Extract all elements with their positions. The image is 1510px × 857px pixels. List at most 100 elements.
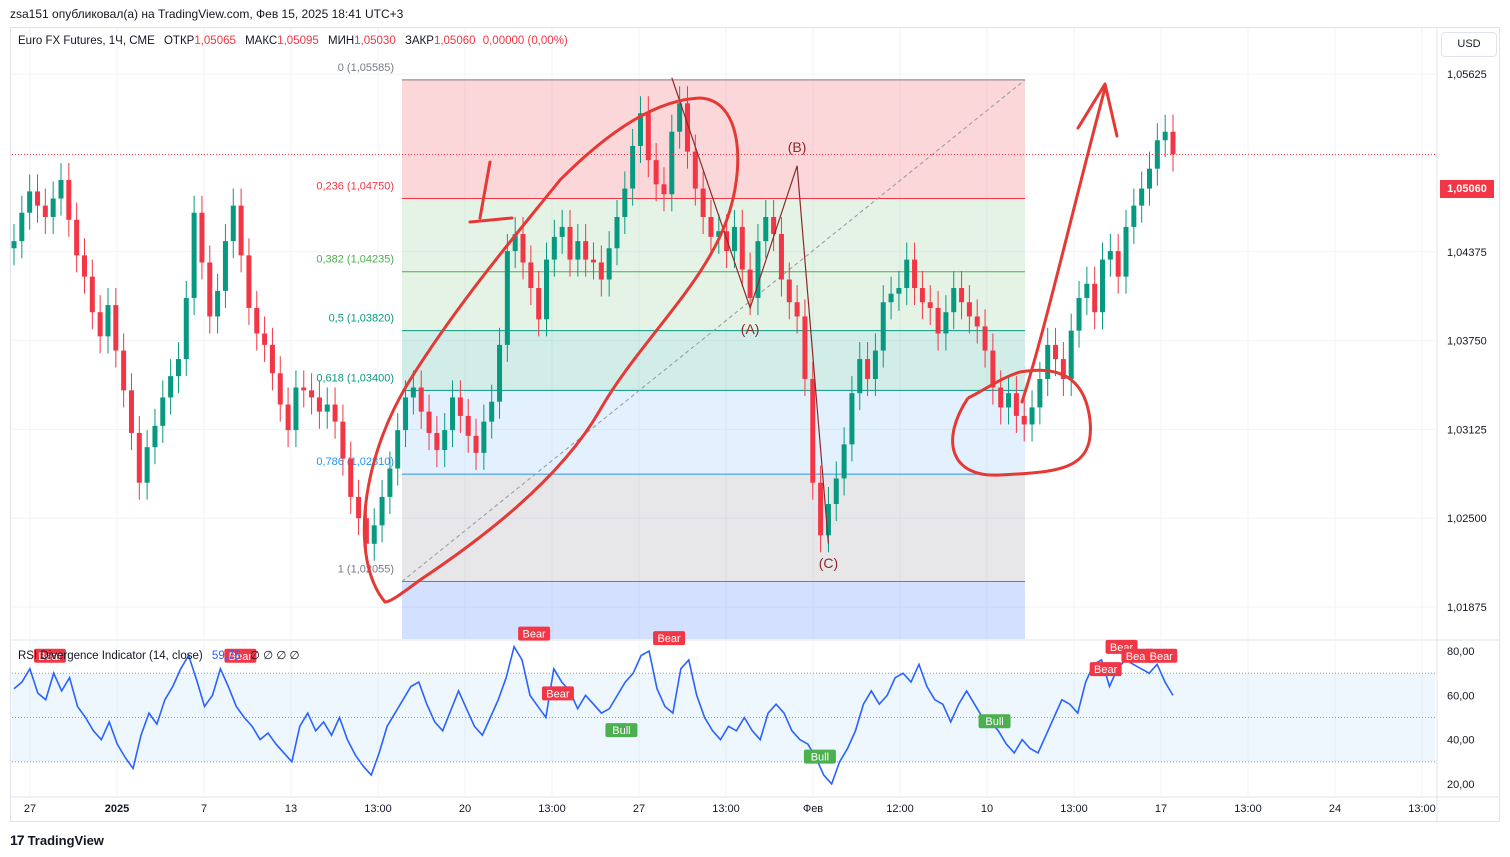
candle-body <box>457 397 463 416</box>
rsi-tick-label: 60,00 <box>1447 690 1475 702</box>
candle-body <box>175 359 181 377</box>
tradingview-footer[interactable]: 17 TradingView <box>10 832 104 848</box>
bear-divergence-text: Bear <box>229 651 253 663</box>
rsi-tick-label: 40,00 <box>1447 735 1475 747</box>
candle-body <box>66 180 72 220</box>
candle-body <box>935 307 941 334</box>
last-price-tag: 1,05060 <box>1440 180 1494 198</box>
candle-body <box>1123 226 1129 277</box>
candle-body <box>731 226 737 252</box>
candle-body <box>888 293 894 303</box>
grid <box>10 28 1500 822</box>
rsi-zero-values: ∅ ∅ ∅ ∅ <box>249 650 300 662</box>
candle-body <box>544 259 550 320</box>
bear-divergence-label <box>33 648 66 663</box>
candle-body <box>551 236 557 260</box>
candle-body <box>912 259 918 289</box>
candle-body <box>1084 283 1090 298</box>
currency-button[interactable]: USD <box>1441 32 1497 57</box>
low-value: 1,05030 <box>354 35 396 47</box>
candle-body <box>356 496 362 519</box>
candle-body <box>1060 359 1066 379</box>
candle-body <box>136 432 142 483</box>
candle-body <box>927 302 933 308</box>
rsi-name: RSI Divergence Indicator (14, close) <box>18 650 203 662</box>
candle-body <box>128 390 134 433</box>
bull-divergence-text: Bull <box>612 725 630 737</box>
candle-body <box>489 401 495 422</box>
candle-body <box>497 344 503 402</box>
close-label: ЗАКР <box>404 35 434 47</box>
candle-body <box>1147 168 1153 189</box>
candle-body <box>332 404 338 422</box>
candle-body <box>1021 415 1027 425</box>
candle-body <box>1154 140 1160 169</box>
bull-divergence-label <box>978 714 1011 729</box>
candles <box>11 86 1437 561</box>
fib-zone <box>402 79 1025 199</box>
candle-body <box>872 350 878 379</box>
symbol-name: Euro FX Futures, 1Ч, CME <box>18 35 155 47</box>
candle-body <box>504 251 510 345</box>
candle-body <box>324 404 330 412</box>
fib-zone <box>402 581 1025 639</box>
candle-body <box>1013 393 1019 416</box>
fib-retracement: 0 (1,05585) 0,236 (1,04750) 0,382 (1,04235… <box>316 62 1026 639</box>
rsi-tick-label: 20,00 <box>1447 779 1475 791</box>
candle-body <box>58 180 64 199</box>
candle-body <box>747 269 753 298</box>
candle-body <box>105 305 111 337</box>
candle-body <box>591 259 596 263</box>
candle-body <box>340 421 346 459</box>
candle-body <box>966 302 972 317</box>
candle-body <box>379 496 385 526</box>
time-tick-label: 27 <box>633 803 645 815</box>
candle-body <box>904 259 910 289</box>
candle-body <box>262 333 268 345</box>
candle-body <box>152 425 158 448</box>
candle-body <box>637 113 643 146</box>
bull-divergence-text: Bull <box>811 752 829 764</box>
time-tick-label: 20 <box>459 803 471 815</box>
candle-body <box>575 241 581 260</box>
time-tick-label: 10 <box>981 803 993 815</box>
candle-body <box>786 279 792 303</box>
price-tick-label: 1,01875 <box>1447 602 1487 614</box>
candle-body <box>1162 131 1168 141</box>
candle-body <box>778 234 784 280</box>
fib-zone <box>402 271 1025 331</box>
candle-body <box>583 241 589 260</box>
price-tick-label: 1,05625 <box>1447 69 1487 81</box>
candle-body <box>34 191 40 206</box>
candle-body <box>661 184 667 195</box>
candle-body <box>1045 344 1051 379</box>
bear-divergence-text: Bear <box>522 629 546 641</box>
candle-body <box>598 262 604 280</box>
candle-body <box>794 302 800 317</box>
candle-body <box>536 288 542 320</box>
candle-body <box>763 216 769 242</box>
time-tick-label: 2025 <box>105 803 129 815</box>
candle-body <box>990 350 996 388</box>
fib-level-label: 0,236 (1,04750) <box>316 181 394 193</box>
open-value: 1,05065 <box>194 35 236 47</box>
candle-body <box>810 378 816 483</box>
bear-divergence-label <box>1089 662 1122 677</box>
candle-body <box>865 359 871 379</box>
candle-body <box>559 226 565 237</box>
candle-body <box>716 231 722 237</box>
candle-body <box>1076 297 1082 331</box>
candle-body <box>622 188 628 217</box>
rsi-tick-label: 80,00 <box>1447 646 1475 658</box>
candle-body <box>880 302 886 351</box>
candle-body <box>301 387 307 391</box>
candle-body <box>183 297 189 360</box>
candle-body <box>825 504 831 536</box>
candle-body <box>269 344 275 374</box>
wave-label-c: (C) <box>819 555 838 571</box>
candle-body <box>81 255 87 277</box>
time-tick-label: 27 <box>24 803 36 815</box>
price-tick-label: 1,03750 <box>1447 336 1487 348</box>
candle-body <box>387 468 393 497</box>
